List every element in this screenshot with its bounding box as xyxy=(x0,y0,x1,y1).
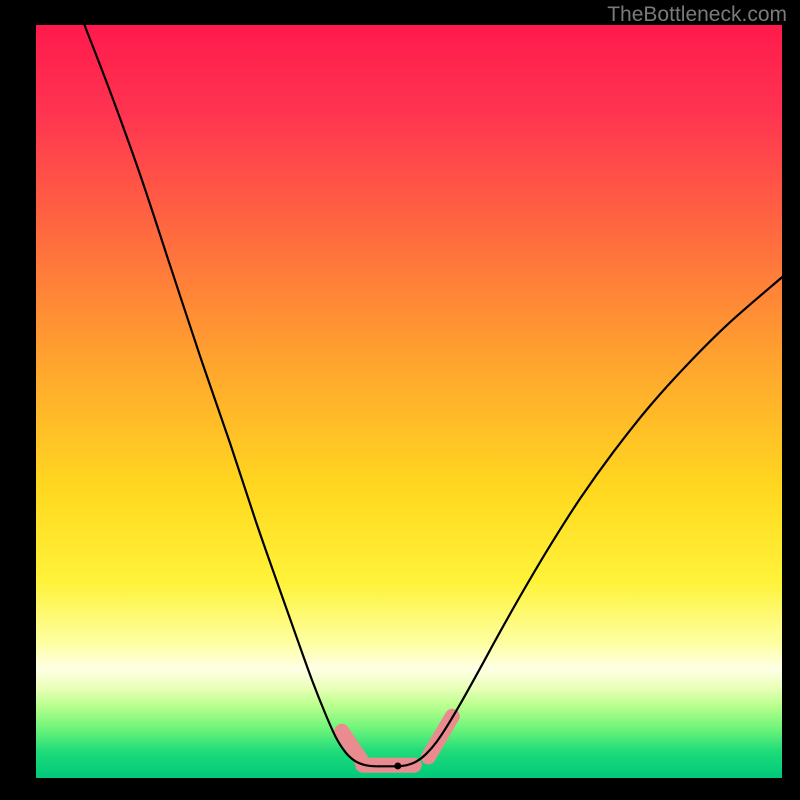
chart-svg xyxy=(36,25,782,778)
watermark-text: TheBottleneck.com xyxy=(607,3,787,27)
plot-area xyxy=(36,25,782,778)
